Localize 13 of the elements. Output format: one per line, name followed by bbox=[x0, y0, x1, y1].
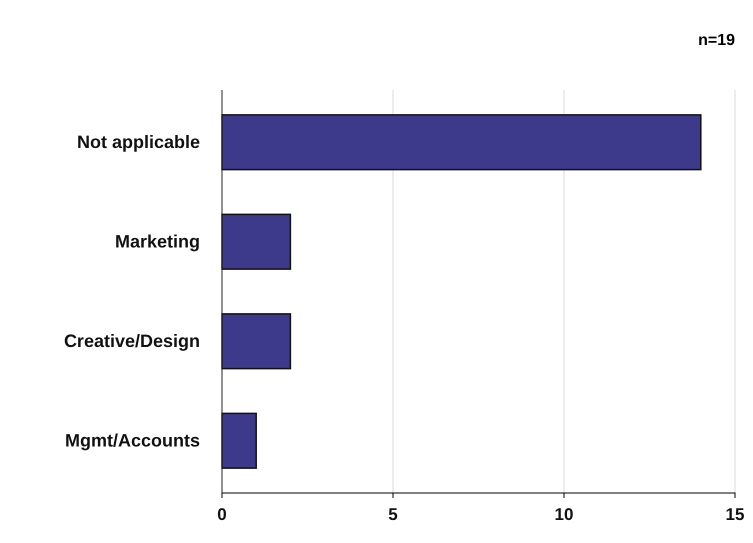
text: n=19 bbox=[698, 32, 736, 49]
bar bbox=[221, 313, 292, 370]
y-tick-label: Mgmt/Accounts bbox=[65, 430, 200, 451]
x-tick-label: 15 bbox=[726, 505, 744, 524]
bar bbox=[221, 412, 257, 469]
y-tick-label: Marketing bbox=[114, 232, 200, 252]
y-tick-label: Creative/Design bbox=[64, 331, 200, 352]
y-tick-label: Not applicable bbox=[76, 132, 200, 152]
bar bbox=[221, 114, 702, 170]
bar bbox=[221, 214, 292, 270]
x-tick-label: 5 bbox=[388, 505, 398, 524]
x-tick-label: 0 bbox=[217, 505, 227, 524]
x-tick-label: 10 bbox=[554, 505, 574, 524]
